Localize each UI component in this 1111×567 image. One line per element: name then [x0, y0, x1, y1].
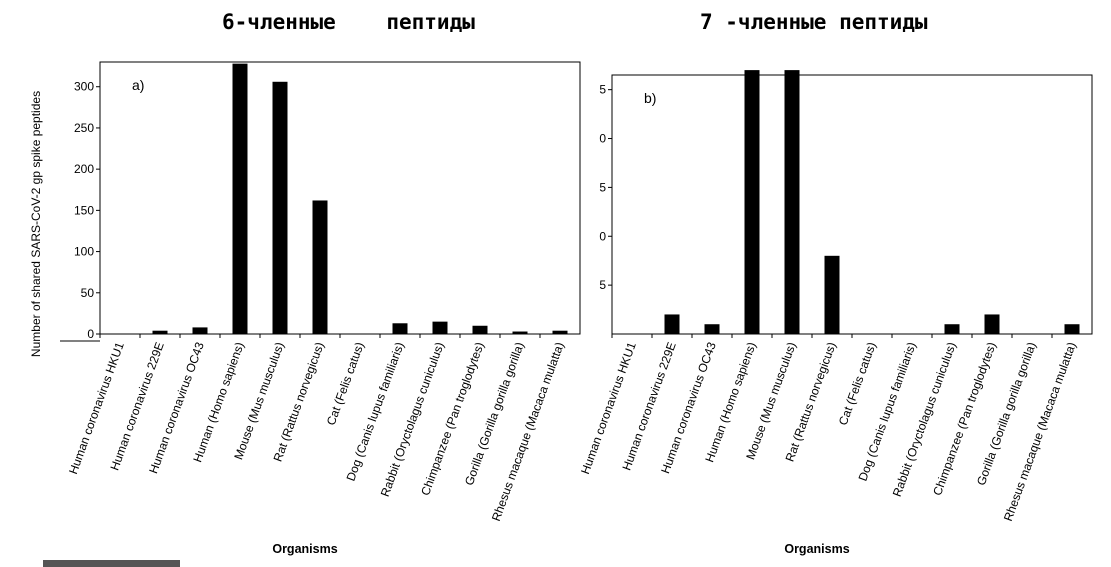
panel-label: a) [132, 77, 144, 93]
x-axis-label: Organisms [272, 542, 337, 556]
y-tick-label: 5 [599, 278, 606, 292]
y-tick-label: 0 [599, 132, 606, 146]
y-tick-label: 200 [74, 162, 94, 176]
bar [512, 331, 528, 334]
y-tick-label: 50 [81, 286, 95, 300]
category-label: Rhesus macaque (Macaca mulatta) [1001, 340, 1079, 523]
bar [272, 81, 288, 334]
category-label: Rhesus macaque (Macaca mulatta) [489, 340, 567, 523]
dark-block [43, 560, 180, 567]
bar [984, 314, 1000, 334]
bar [944, 324, 960, 334]
y-tick-label: 0 [599, 229, 606, 243]
bar [392, 323, 408, 334]
bar [552, 330, 568, 334]
y-tick-label: 300 [74, 80, 94, 94]
category-label: Cat (Felis catus) [324, 340, 367, 427]
y-axis-label: Number of shared SARS-CoV-2 gp spike pep… [29, 91, 43, 357]
y-tick-label: 5 [599, 180, 606, 194]
y-tick-label: 100 [74, 245, 94, 259]
bar [744, 70, 760, 334]
bar [824, 255, 840, 334]
y-tick-label: 0 [87, 327, 94, 341]
bar [704, 324, 720, 334]
y-tick-label: 5 [599, 83, 606, 97]
left-panel-heading: 6-членные пептиды [222, 10, 475, 34]
bar [152, 330, 168, 334]
bar [472, 325, 488, 334]
bar [432, 321, 448, 334]
right-panel-heading: 7 -членные пептиды [700, 10, 928, 34]
y-tick-label: 150 [74, 203, 94, 217]
plot-frame [99, 61, 581, 335]
bar [312, 200, 328, 334]
bar [232, 63, 248, 334]
y-tick-label: 250 [74, 121, 94, 135]
category-label: Cat (Felis catus) [836, 340, 879, 427]
plot-frame [611, 74, 1093, 335]
bar [784, 70, 800, 334]
x-axis-label: Organisms [784, 542, 849, 556]
bar [1064, 324, 1080, 334]
bar [664, 314, 680, 334]
bar [192, 327, 208, 334]
panel-label: b) [644, 90, 656, 106]
